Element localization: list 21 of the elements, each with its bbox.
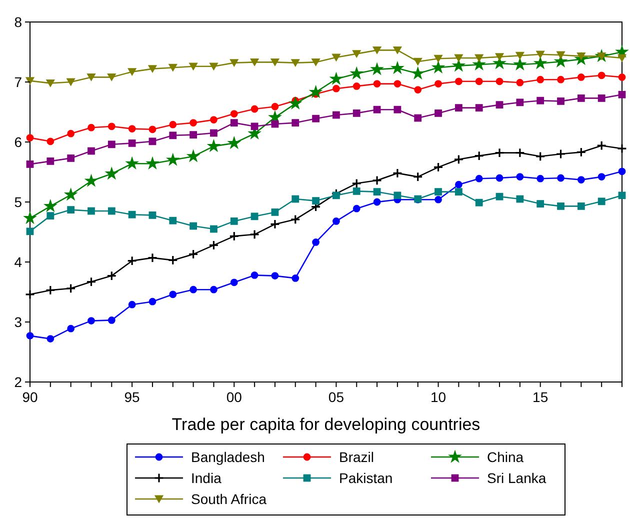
legend-label: Brazil (339, 449, 374, 465)
y-tick-label: 8 (14, 14, 22, 30)
x-tick-label: 15 (532, 389, 548, 405)
y-tick-label: 7 (14, 74, 22, 90)
y-tick-label: 3 (14, 314, 22, 330)
x-tick-label: 00 (226, 389, 242, 405)
legend-label: South Africa (191, 491, 267, 507)
y-tick-label: 2 (14, 374, 22, 390)
x-tick-label: 05 (328, 389, 344, 405)
x-tick-label: 10 (430, 389, 446, 405)
legend-label: Bangladesh (191, 449, 265, 465)
y-tick-label: 4 (14, 254, 22, 270)
y-tick-label: 6 (14, 134, 22, 150)
legend-label: Sri Lanka (487, 470, 546, 486)
legend-label: India (191, 470, 222, 486)
legend-label: China (487, 449, 524, 465)
x-axis-title: Trade per capita for developing countries (172, 415, 480, 434)
y-tick-label: 5 (14, 194, 22, 210)
x-tick-label: 95 (124, 389, 140, 405)
x-tick-label: 90 (22, 389, 38, 405)
legend-label: Pakistan (339, 470, 393, 486)
